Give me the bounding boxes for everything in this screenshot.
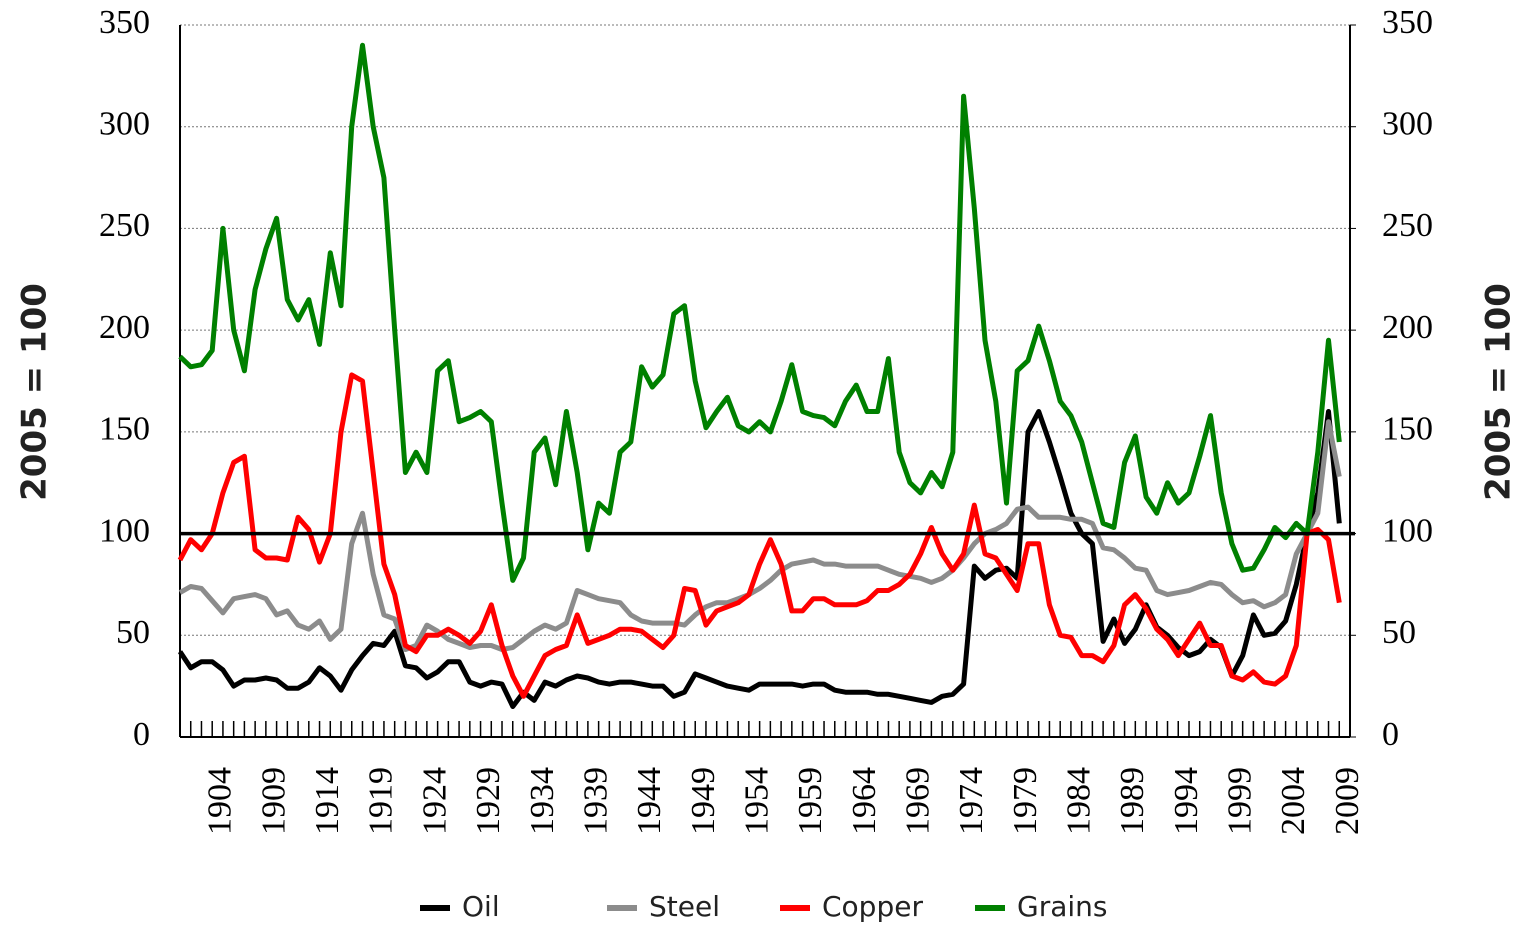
legend-label: Copper: [822, 890, 923, 923]
y-axis-label: 2005 = 100: [15, 283, 55, 501]
x-tick-label: 1934: [524, 767, 561, 835]
x-tick-label: 1909: [255, 767, 292, 835]
x-tick-label: 1979: [1007, 767, 1044, 835]
y2-tick-label: 50: [1382, 614, 1416, 651]
series-line: [178, 419, 1342, 652]
x-tick-label: 1959: [792, 767, 829, 835]
x-tick-label: 1999: [1221, 767, 1258, 835]
y2-tick-label: 200: [1382, 309, 1433, 346]
series-line: [178, 42, 1342, 583]
y-tick-label: 300: [99, 106, 150, 143]
y2-tick-label: 0: [1382, 716, 1399, 753]
x-tick-label: 1984: [1060, 767, 1097, 835]
x-tick-label: 1964: [846, 767, 883, 835]
x-tick-label: 1914: [309, 767, 346, 835]
x-tick-label: 1969: [899, 767, 936, 835]
y2-tick-label: 150: [1382, 411, 1433, 448]
y-tick-label: 200: [99, 309, 150, 346]
x-tick-label: 2004: [1275, 767, 1312, 835]
legend-label: Oil: [462, 890, 500, 923]
y2-axis-label: 2005 = 100: [1479, 283, 1519, 501]
legend-label: Steel: [649, 890, 720, 923]
x-tick-label: 1994: [1168, 767, 1205, 835]
series-line: [177, 372, 1342, 699]
y2-tick-label: 350: [1382, 4, 1433, 41]
y-tick-label: 0: [133, 716, 150, 753]
legend-label: Grains: [1017, 890, 1107, 923]
x-tick-label: 1929: [470, 767, 507, 835]
y2-tick-label: 250: [1382, 207, 1433, 244]
y-tick-label: 100: [99, 512, 150, 549]
x-tick-label: 1949: [685, 767, 722, 835]
x-tick-label: 1919: [363, 767, 400, 835]
x-tick-label: 1974: [953, 767, 990, 835]
x-tick-label: 1924: [416, 767, 453, 835]
y2-tick-label: 100: [1382, 512, 1433, 549]
x-tick-label: 1939: [577, 767, 614, 835]
y-tick-label: 350: [99, 4, 150, 41]
x-tick-label: 1904: [202, 767, 239, 835]
x-tick-label: 1989: [1114, 767, 1151, 835]
y2-tick-label: 300: [1382, 106, 1433, 143]
y-tick-label: 50: [116, 614, 150, 651]
x-tick-label: 1944: [631, 767, 668, 835]
y-tick-label: 150: [99, 411, 150, 448]
y-tick-label: 250: [99, 207, 150, 244]
x-tick-label: 1954: [738, 767, 775, 835]
x-tick-label: 2009: [1329, 767, 1366, 835]
